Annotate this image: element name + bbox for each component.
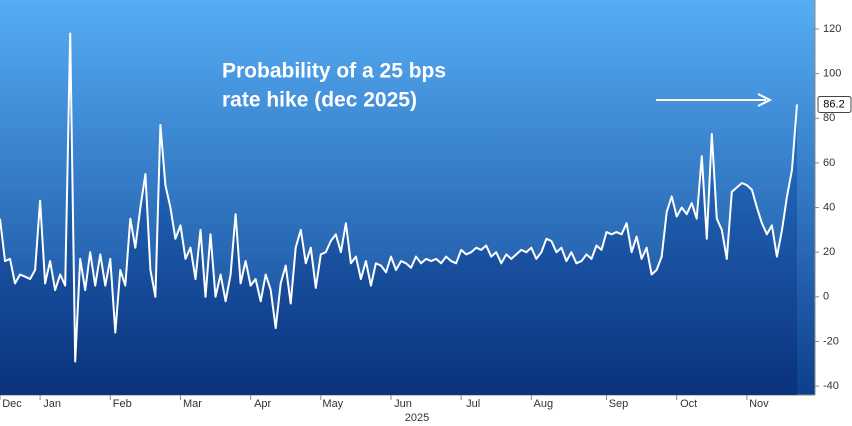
x-tick-label: Jul: [466, 398, 480, 410]
x-tick-label: Sep: [609, 398, 629, 410]
x-tick-label: May: [322, 398, 343, 410]
annotation: rate hike (dec 2025): [222, 89, 417, 112]
area: [0, 33, 797, 395]
line: [0, 32, 798, 363]
last-value-label: 86.2: [823, 98, 844, 110]
x-tick-label: Dec: [2, 398, 22, 410]
x-tick-label: Aug: [534, 398, 554, 410]
last-value-box: [817, 95, 852, 113]
y-tick-label: 100: [823, 68, 841, 80]
y-tick-label: -20: [823, 335, 839, 347]
y-tick-label: 80: [823, 112, 835, 124]
x-tick-label: Nov: [749, 398, 769, 410]
x-tick-label: Oct: [680, 398, 697, 410]
y-tick-label: 60: [823, 157, 835, 169]
y-tick-label: 0: [823, 291, 829, 303]
y-tick-label: 40: [823, 201, 835, 213]
y-tick-label: 120: [823, 23, 841, 35]
arrow-head: [757, 93, 773, 107]
annotation: Probability of a 25 bps: [222, 60, 446, 83]
y-tick-label: -40: [823, 380, 839, 392]
x-tick-label: Jun: [394, 398, 412, 410]
x-tick-label: Jan: [43, 398, 61, 410]
x-tick-label: Feb: [113, 398, 132, 410]
year-label: 2025: [405, 412, 429, 424]
y-tick-label: 20: [823, 246, 835, 258]
x-tick-label: Mar: [183, 398, 202, 410]
x-tick-label: Apr: [254, 398, 271, 410]
